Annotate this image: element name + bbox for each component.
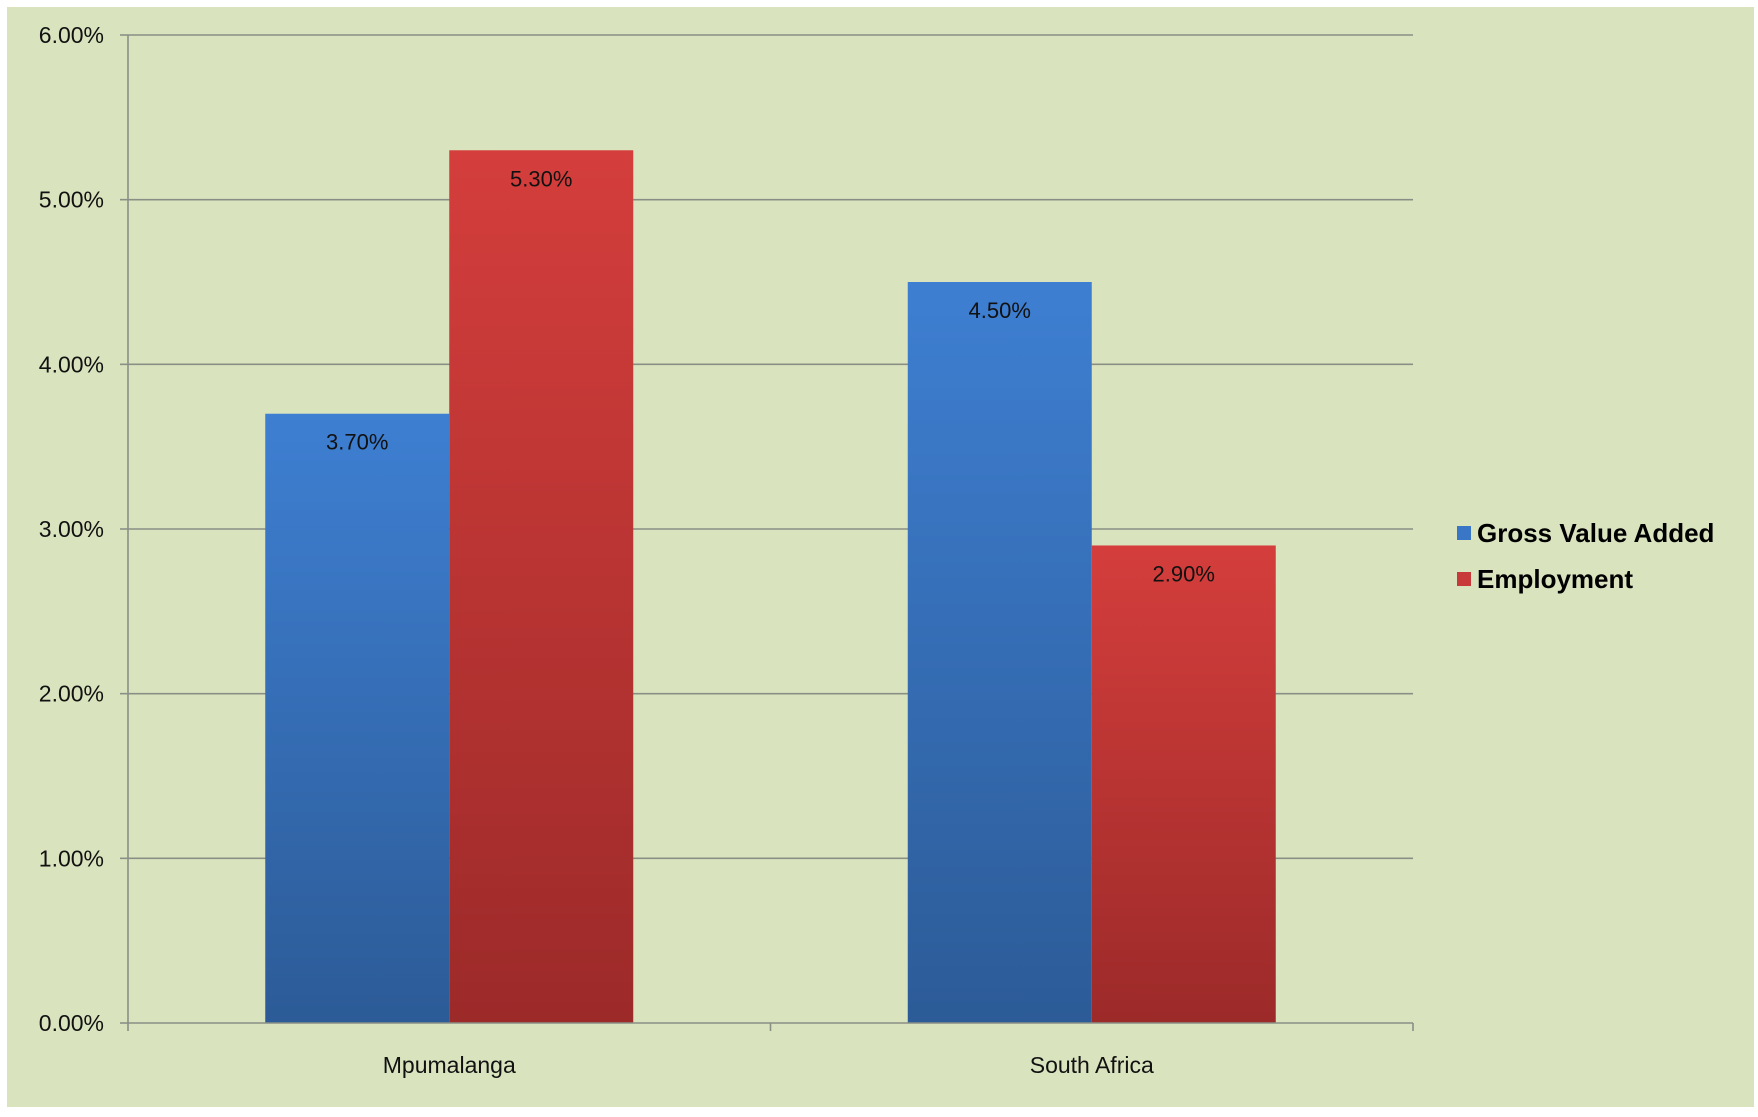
- y-tick-label: 6.00%: [39, 22, 104, 48]
- y-tick-label: 3.00%: [39, 516, 104, 542]
- axes: [120, 34, 1414, 1031]
- chart-area: 0.00% 1.00% 2.00% 3.00% 4.00% 5.00% 6.00% 3.70%…: [7, 7, 1754, 1107]
- bar-employment-south-africa: [1091, 545, 1276, 1023]
- y-tick-label: 5.00%: [39, 187, 104, 213]
- bar-gross-value-added-south-africa: [907, 282, 1092, 1023]
- y-tick-label: 4.00%: [39, 351, 104, 377]
- legend-entry-label: Gross Value Added: [1477, 518, 1714, 548]
- data-label: 3.70%: [326, 430, 388, 455]
- bar-chart: 0.00% 1.00% 2.00% 3.00% 4.00% 5.00% 6.00% 3.70%…: [39, 22, 1715, 1078]
- data-label: 4.50%: [969, 298, 1031, 323]
- data-label: 2.90%: [1153, 561, 1215, 586]
- labels: 0.00% 1.00% 2.00% 3.00% 4.00% 5.00% 6.00% 3.70%…: [39, 22, 1215, 1078]
- legend: Gross Value Added Employment: [1457, 518, 1714, 594]
- bar-employment-mpumalanga: [449, 150, 634, 1023]
- y-tick-label: 1.00%: [39, 845, 104, 871]
- legend-entry-label: Employment: [1477, 564, 1633, 594]
- legend-swatch: [1457, 526, 1471, 540]
- x-category-label: Mpumalanga: [383, 1052, 516, 1078]
- data-label: 5.30%: [510, 166, 572, 191]
- y-tick-label: 0.00%: [39, 1010, 104, 1036]
- legend-swatch: [1457, 572, 1471, 586]
- bars: [265, 150, 1276, 1023]
- y-tick-label: 2.00%: [39, 681, 104, 707]
- x-category-label: South Africa: [1030, 1052, 1154, 1078]
- bar-gross-value-added-mpumalanga: [265, 413, 450, 1023]
